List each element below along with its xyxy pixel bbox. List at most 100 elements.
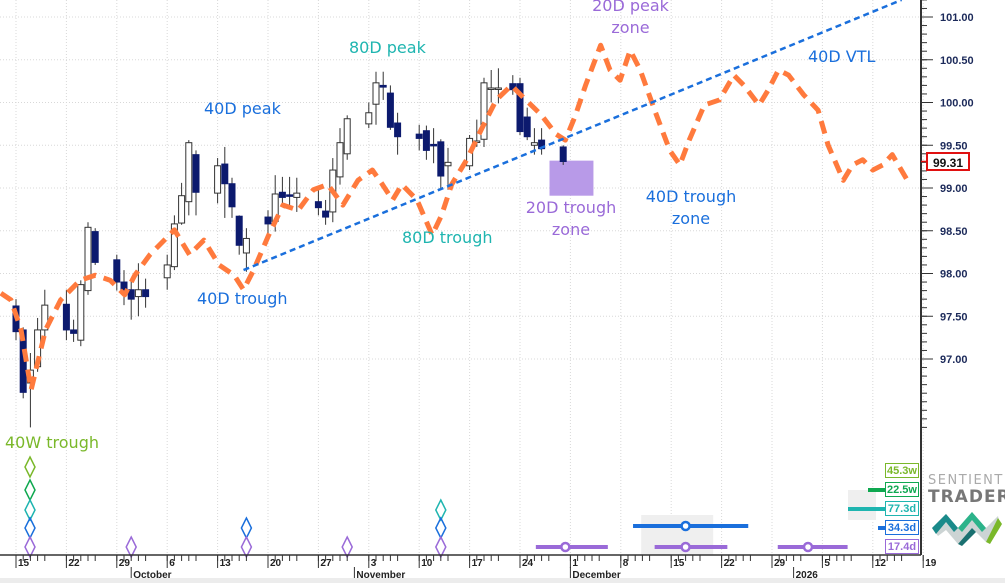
month-label: December: [572, 570, 620, 581]
x-tick-label: 13: [220, 558, 232, 569]
sentient-trader-logo: SENTIENT TRADER: [928, 474, 1005, 552]
y-tick-label: 100.00: [940, 98, 974, 110]
annotation-80d-peak: 80D peak: [349, 38, 426, 57]
projection-shade: [848, 490, 876, 520]
annotation-40d-trough-zone: 40D trough zone: [645, 187, 737, 228]
candle-down: [430, 143, 438, 147]
vtl-line: [243, 0, 903, 272]
annotation-40w-trough: 40W trough: [5, 433, 99, 452]
x-tick-label: 29: [774, 558, 786, 569]
cycle-label-40w: 45.3w: [885, 463, 919, 478]
cycle-projection-center: [680, 520, 691, 532]
x-tick-label: 8: [623, 558, 629, 569]
cycle-projection-center: [560, 541, 571, 553]
x-tick-label: 24: [522, 558, 534, 569]
month-label: October: [133, 570, 171, 581]
y-tick-label: 98.00: [940, 269, 968, 281]
y-tick-label: 99.50: [940, 140, 968, 152]
cycle-label-80d: 77.3d: [885, 501, 919, 516]
y-tick-label: 97.50: [940, 311, 968, 323]
x-tick-label: 6: [169, 558, 175, 569]
candle-down: [286, 194, 294, 197]
candle-up: [336, 142, 344, 178]
cycle-trough-diamond-40w: [24, 455, 36, 479]
forecast-line: [0, 42, 910, 393]
x-tick-label: 20: [270, 558, 282, 569]
x-tick-label: 22: [724, 558, 736, 569]
candles-layer: [12, 68, 567, 428]
x-tick-label: 3: [371, 558, 377, 569]
x-tick-label: 15: [18, 558, 30, 569]
cycle-trough-diamond-20d: [240, 535, 253, 559]
candle-down: [264, 216, 272, 225]
y-tick-label: 97.00: [940, 354, 968, 366]
y-tick-label: 98.50: [940, 226, 968, 238]
candle-up: [41, 304, 49, 331]
x-tick-label: 27: [320, 558, 332, 569]
annotation-20d-peak-zone: 20D peak zone: [592, 0, 669, 37]
y-tick-label: 100.50: [940, 55, 974, 67]
trough-zone-layer: [549, 160, 594, 196]
candle-up: [170, 223, 178, 268]
last-price-label: 99.31: [926, 152, 970, 171]
cycle-trough-diamond-80d: [24, 498, 36, 522]
candle-up: [487, 87, 495, 90]
candle-down: [559, 146, 567, 162]
candle-up: [84, 226, 92, 292]
x-tick-label: 29: [119, 558, 131, 569]
logo-line1: SENTIENT: [928, 473, 1004, 488]
candle-down: [62, 303, 70, 331]
cycle-projection-center: [802, 541, 814, 553]
candle-down: [127, 289, 135, 300]
cycle-trough-diamond-40d: [240, 516, 253, 540]
vtl-layer: [243, 0, 903, 272]
candle-up: [293, 192, 301, 198]
candle-down: [415, 133, 423, 139]
month-label: 2026: [796, 570, 819, 581]
candle-down: [113, 259, 121, 283]
cycle-label-20d: 17.4d: [885, 539, 919, 554]
cycle-label-20w: 22.5w: [885, 482, 919, 497]
candle-down: [516, 83, 524, 133]
x-axis: 15 22 29 6 13 20 27 3 10 17 24 1 8 15 22 29 5 12 19 October…: [0, 554, 937, 581]
candle-up: [365, 112, 373, 125]
candle-down: [278, 191, 286, 198]
candle-down: [192, 154, 200, 193]
trough-zone-box: [549, 160, 594, 196]
x-tick-label: 15: [673, 558, 685, 569]
candle-up: [163, 264, 171, 279]
cycle-trough-diamond-20d: [341, 535, 354, 559]
bottom-strip: [0, 578, 1005, 583]
x-tick-label: 12: [875, 558, 887, 569]
candle-up: [178, 195, 186, 224]
candle-down: [386, 92, 394, 128]
y-axis: 101.00 100.50 100.00 99.50 99.00 98.50 98.00 97…: [920, 0, 974, 555]
candle-up: [372, 82, 380, 105]
cycle-trough-diamond-20w: [24, 478, 36, 502]
candle-up: [214, 165, 222, 194]
annotation-80d-trough: 80D trough: [402, 228, 493, 247]
candle-down: [322, 210, 330, 218]
candle-up: [444, 161, 452, 167]
candle-up: [242, 237, 250, 254]
month-label: November: [356, 570, 405, 581]
x-tick-label: 5: [824, 558, 830, 569]
annotation-40d-trough: 40D trough: [197, 289, 288, 308]
candle-up: [480, 82, 488, 140]
candle-down: [314, 201, 322, 209]
candle-down: [228, 183, 236, 208]
annotation-20d-trough-zone: 20D trough zone: [525, 198, 617, 239]
candle-up: [134, 289, 142, 298]
candle-up: [185, 142, 193, 203]
candle-down: [437, 141, 445, 177]
candle-up: [343, 118, 351, 155]
x-tick-label: 19: [925, 558, 937, 569]
cycle-projection-center: [680, 541, 691, 553]
candle-down: [394, 122, 402, 138]
candle-down: [221, 163, 229, 185]
annotation-40d-peak: 40D peak: [204, 99, 281, 118]
candle-up: [77, 284, 85, 341]
candle-up: [494, 87, 502, 90]
candle-down: [235, 215, 243, 246]
